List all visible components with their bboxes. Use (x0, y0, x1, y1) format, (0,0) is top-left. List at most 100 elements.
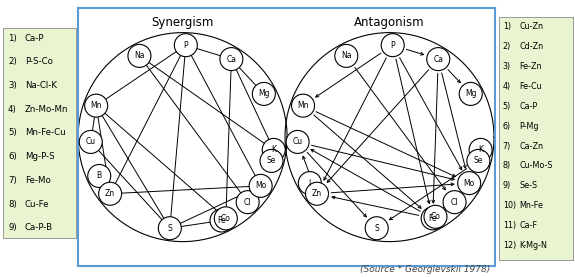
Text: K-Mg-N: K-Mg-N (520, 241, 547, 250)
Text: Ca-P: Ca-P (25, 34, 44, 43)
Text: 3): 3) (8, 81, 17, 90)
Text: Se: Se (267, 157, 276, 165)
Text: Mg-P-S: Mg-P-S (25, 152, 55, 161)
Text: 4): 4) (8, 105, 17, 114)
Text: 9): 9) (503, 181, 511, 190)
Text: K: K (271, 145, 276, 154)
Text: 8): 8) (503, 161, 511, 170)
Text: Cd-Zn: Cd-Zn (520, 42, 544, 51)
Circle shape (421, 207, 444, 230)
Circle shape (424, 205, 447, 228)
Text: Mn-Fe: Mn-Fe (520, 201, 543, 210)
Text: 10): 10) (503, 201, 516, 210)
Text: Ca-F: Ca-F (520, 221, 538, 230)
Text: Cu: Cu (86, 137, 96, 147)
Text: P: P (390, 41, 395, 50)
Circle shape (365, 217, 388, 240)
Circle shape (335, 44, 358, 67)
Circle shape (85, 94, 108, 117)
Text: Ca: Ca (227, 55, 236, 64)
Circle shape (298, 172, 321, 195)
Circle shape (249, 174, 272, 198)
Text: 1): 1) (503, 22, 511, 31)
Text: Mg: Mg (465, 89, 477, 98)
Text: Mo: Mo (255, 181, 266, 190)
Text: 5): 5) (503, 102, 511, 111)
Text: P-S-Co: P-S-Co (25, 57, 53, 66)
Circle shape (427, 48, 450, 71)
Circle shape (443, 191, 466, 214)
Text: Na: Na (341, 52, 351, 60)
Circle shape (214, 207, 237, 230)
Circle shape (458, 172, 481, 195)
Text: Fe: Fe (217, 216, 226, 225)
Circle shape (220, 48, 243, 71)
Circle shape (459, 83, 482, 106)
Text: Fe-Cu: Fe-Cu (520, 82, 542, 91)
Text: P-Mg: P-Mg (520, 122, 539, 130)
Circle shape (252, 83, 275, 106)
Text: Ca: Ca (433, 55, 443, 64)
Text: 4): 4) (503, 82, 511, 91)
Text: S: S (374, 224, 379, 233)
Text: Mo: Mo (463, 179, 475, 188)
Text: (Source * Georgievskii 1978): (Source * Georgievskii 1978) (361, 265, 490, 274)
Text: P: P (183, 41, 188, 50)
Text: Mn-Fe-Cu: Mn-Fe-Cu (25, 129, 66, 137)
Circle shape (262, 138, 285, 161)
Text: 1): 1) (8, 34, 17, 43)
Text: Zn: Zn (105, 189, 115, 198)
Text: 8): 8) (8, 199, 17, 209)
Text: Mn: Mn (297, 101, 309, 110)
Text: Cu-Zn: Cu-Zn (520, 22, 544, 31)
Text: Synergism: Synergism (151, 16, 214, 29)
Text: I: I (309, 179, 311, 188)
Circle shape (128, 44, 151, 67)
Text: Ca-P: Ca-P (520, 102, 538, 111)
Text: 6): 6) (503, 122, 511, 130)
Text: Fe: Fe (428, 214, 437, 223)
Text: Ca-Zn: Ca-Zn (520, 142, 544, 150)
Text: Se: Se (474, 157, 483, 165)
Text: Fe-Mo: Fe-Mo (25, 176, 51, 185)
Circle shape (99, 182, 122, 205)
Text: Na: Na (134, 52, 145, 60)
Text: 5): 5) (8, 129, 17, 137)
Text: Se-S: Se-S (520, 181, 538, 190)
Text: 7): 7) (503, 142, 511, 150)
Text: Cl: Cl (244, 198, 251, 207)
Text: B: B (97, 171, 102, 181)
Circle shape (88, 165, 111, 188)
Text: 2): 2) (8, 57, 17, 66)
Circle shape (158, 217, 181, 240)
Text: Fe-Zn: Fe-Zn (520, 62, 542, 71)
Text: Cl: Cl (451, 198, 458, 207)
Circle shape (79, 130, 102, 153)
Text: 7): 7) (8, 176, 17, 185)
Text: Zn: Zn (312, 189, 322, 198)
Circle shape (305, 182, 328, 205)
Circle shape (292, 94, 315, 117)
Circle shape (210, 209, 233, 232)
Text: Co: Co (431, 212, 440, 221)
Text: Antagonism: Antagonism (354, 16, 425, 29)
Circle shape (381, 34, 404, 57)
Circle shape (469, 138, 492, 161)
Text: 6): 6) (8, 152, 17, 161)
Text: Zn-Mo-Mn: Zn-Mo-Mn (25, 105, 68, 114)
Text: 3): 3) (503, 62, 511, 71)
Circle shape (260, 149, 283, 172)
Text: Mg: Mg (258, 89, 270, 98)
Text: Cu-Fe: Cu-Fe (25, 199, 49, 209)
Text: Ca-P-B: Ca-P-B (25, 223, 53, 232)
Text: K: K (478, 145, 483, 154)
Text: Co: Co (221, 214, 231, 223)
Text: 12): 12) (503, 241, 516, 250)
Text: 11): 11) (503, 221, 516, 230)
Text: S: S (167, 224, 172, 233)
Text: Na-Cl-K: Na-Cl-K (25, 81, 57, 90)
Circle shape (286, 130, 309, 153)
Circle shape (236, 191, 259, 214)
Circle shape (467, 149, 490, 172)
Text: Cu-Mo-S: Cu-Mo-S (520, 161, 553, 170)
